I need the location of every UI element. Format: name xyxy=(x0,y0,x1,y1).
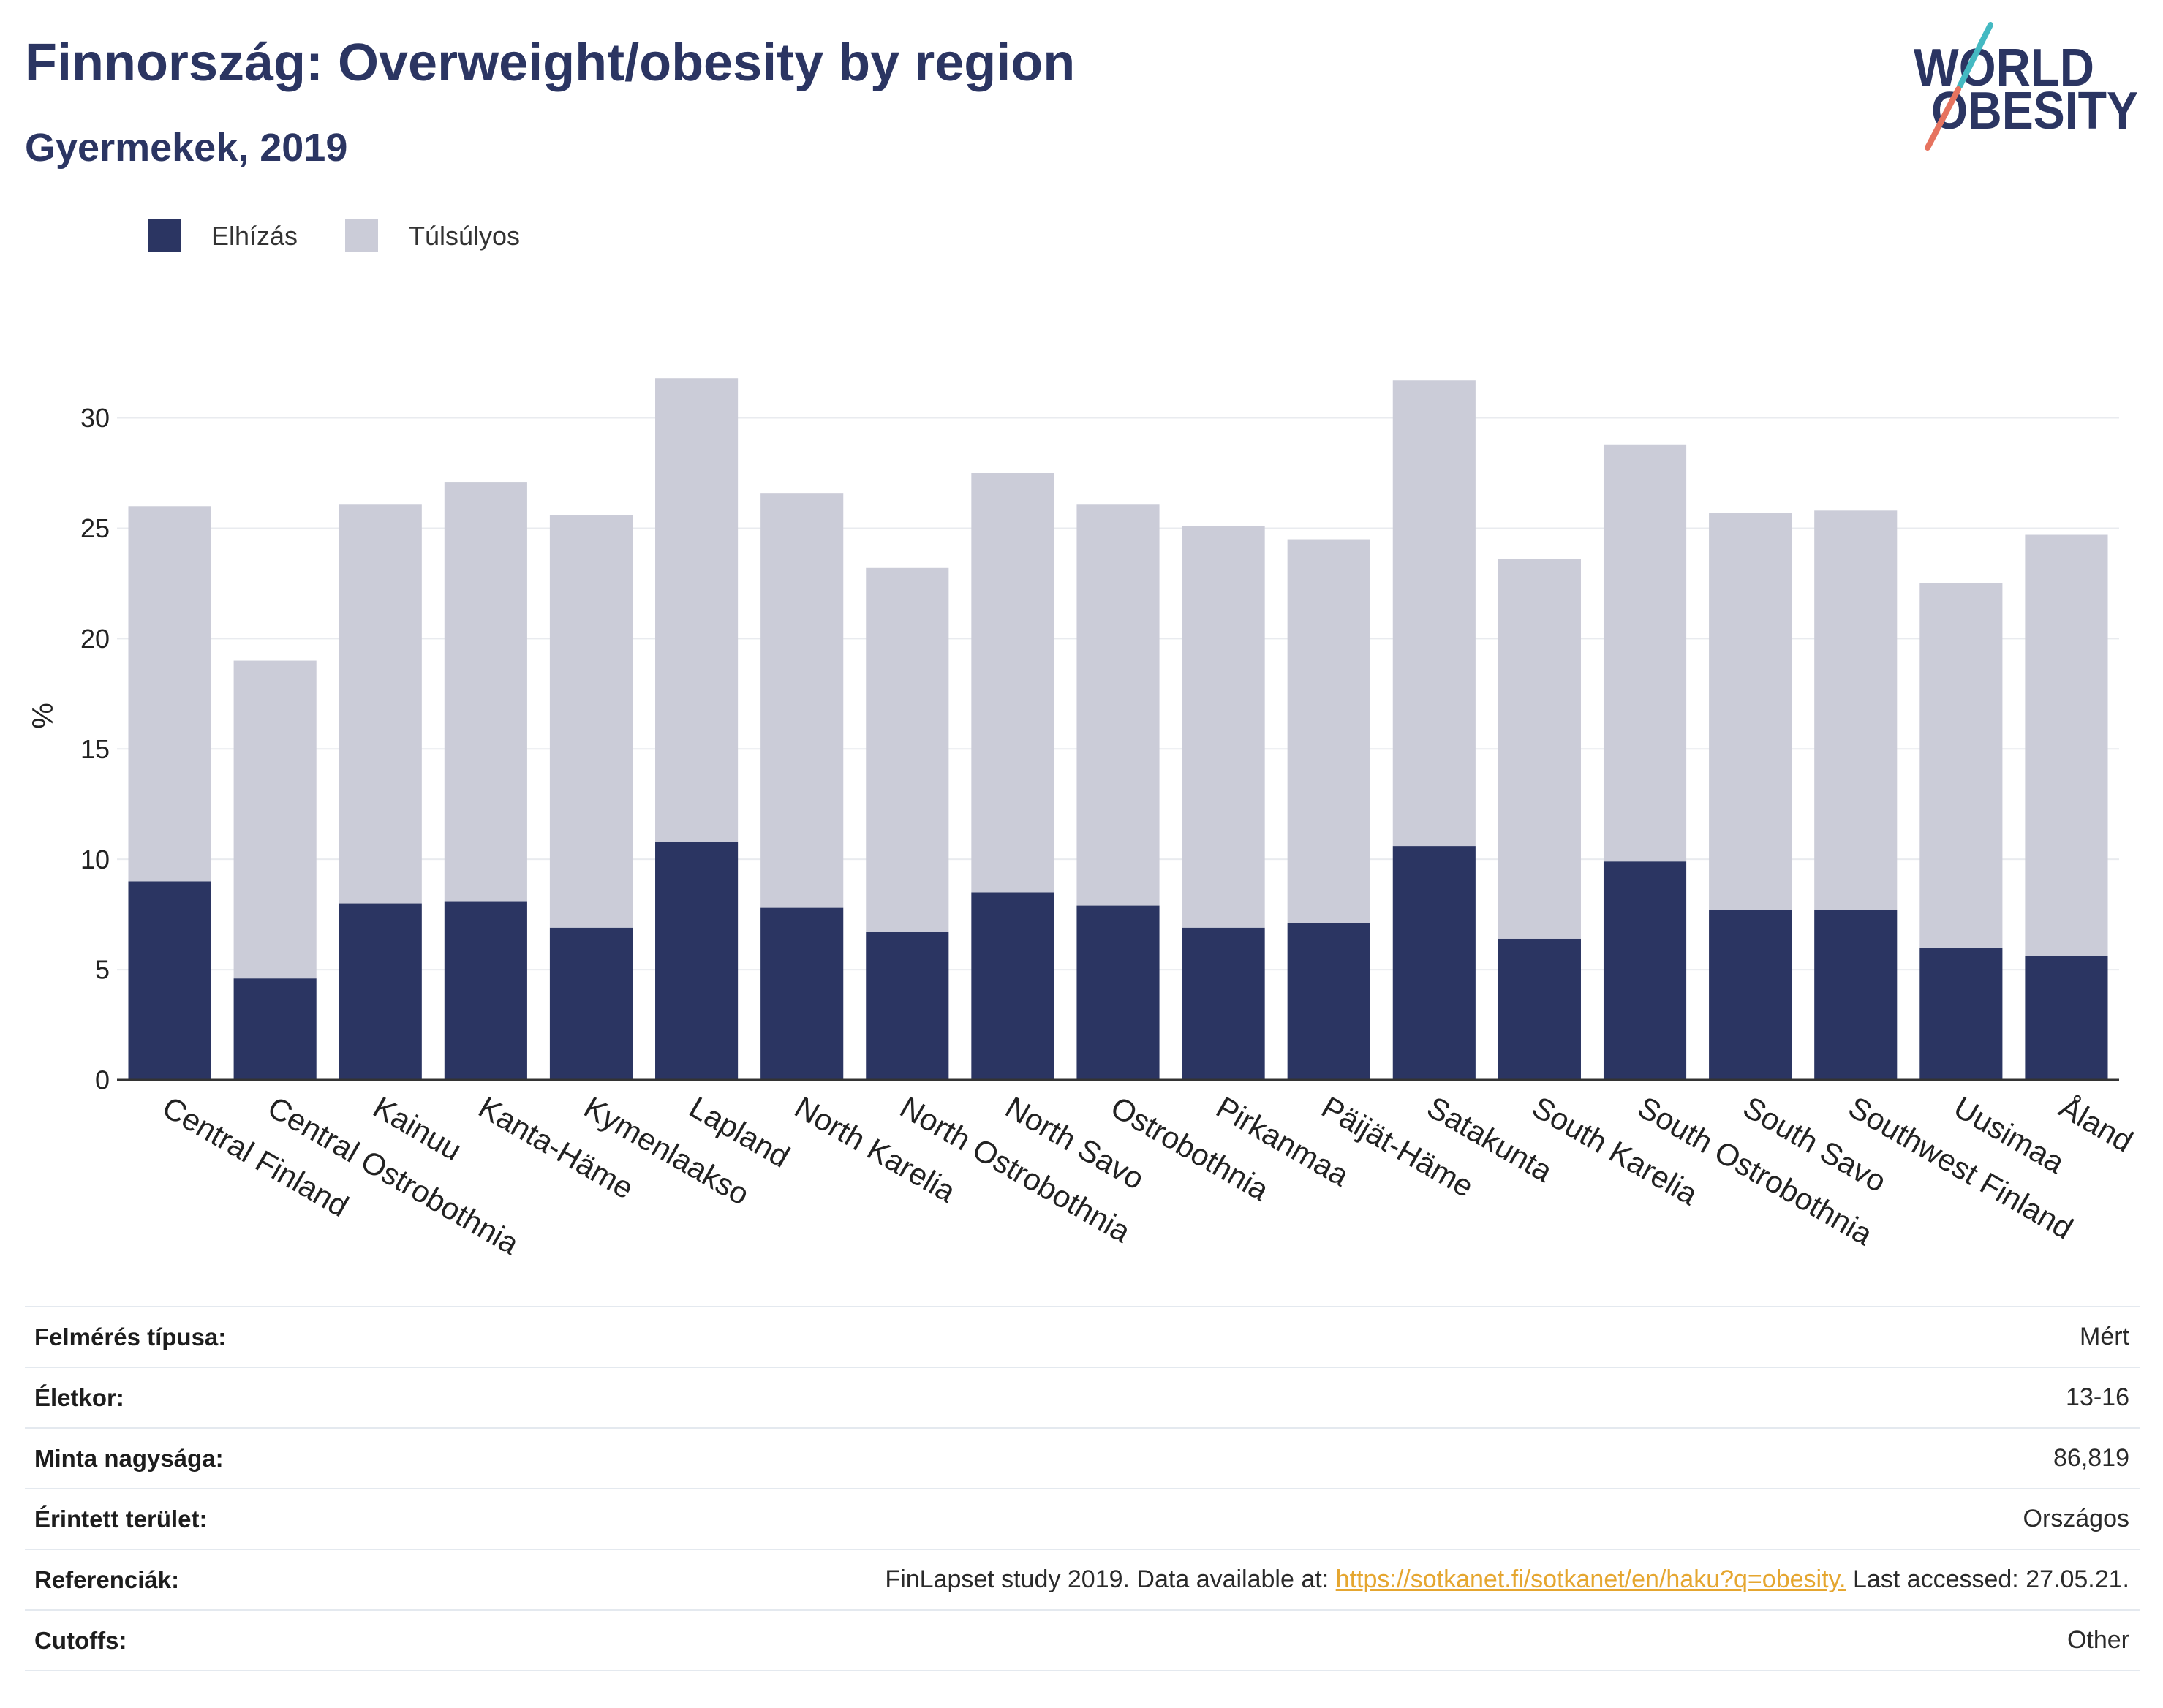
bar-elhizas-kanta-hame xyxy=(444,901,527,1080)
bar-elhizas-north-ostrobothnia xyxy=(866,932,949,1080)
logo-slash-teal xyxy=(1957,22,1993,89)
legend-swatch-elhizas xyxy=(148,219,181,252)
legend-swatch-tulsulyos xyxy=(345,219,378,252)
reference-text: FinLapset study 2019. Data available at: xyxy=(885,1565,1329,1593)
y-tick-label-10: 10 xyxy=(80,844,110,874)
bar-elhizas-aland xyxy=(2025,956,2108,1080)
y-tick-label-30: 30 xyxy=(80,403,110,433)
bar-elhizas-satakunta xyxy=(1392,846,1476,1080)
bar-elhizas-central-finland xyxy=(128,881,211,1080)
info-label-sample-size: Minta nagysága: xyxy=(34,1444,224,1472)
world-obesity-logo: WORLD OBESITY xyxy=(1914,22,2138,151)
legend-label-tulsulyos: Túlsúlyos xyxy=(409,221,521,251)
info-row-area-covered: Érintett terület: Országos xyxy=(25,1489,2140,1550)
x-tick-label-central-finland: Central Finland xyxy=(156,1089,354,1223)
info-row-references: Referenciák: FinLapset study 2019. Data … xyxy=(25,1550,2140,1611)
bar-elhizas-paijat-hame xyxy=(1287,923,1370,1080)
bar-elhizas-southwest-finland xyxy=(1814,910,1898,1080)
bar-elhizas-ostrobothnia xyxy=(1076,905,1160,1080)
bar-tulsulyos-north-karelia xyxy=(760,493,844,908)
bar-tulsulyos-kainuu xyxy=(339,504,422,904)
bar-tulsulyos-south-karelia xyxy=(1498,559,1581,939)
info-value-area-covered: Országos xyxy=(2023,1505,2130,1533)
y-tick-label-25: 25 xyxy=(80,513,110,543)
bar-elhizas-central-ostrobothnia xyxy=(233,978,317,1080)
bar-tulsulyos-paijat-hame xyxy=(1287,539,1370,923)
info-value-sample-size: 86,819 xyxy=(2053,1444,2129,1472)
y-tick-label-15: 15 xyxy=(80,734,110,764)
bar-tulsulyos-kymenlaakso xyxy=(549,515,633,928)
bar-elhizas-kymenlaakso xyxy=(549,927,633,1080)
bar-tulsulyos-ostrobothnia xyxy=(1076,504,1160,906)
info-label-age: Életkor: xyxy=(34,1383,124,1411)
logo-slash-salmon xyxy=(1925,86,1961,151)
bar-elhizas-south-savo xyxy=(1709,910,1792,1080)
survey-info-table: Felmérés típusa: Mért Életkor: 13-16 Min… xyxy=(25,1306,2140,1671)
info-row-age: Életkor: 13-16 xyxy=(25,1368,2140,1429)
bar-tulsulyos-uusimaa xyxy=(1919,583,2003,948)
bar-tulsulyos-satakunta xyxy=(1392,380,1476,847)
reference-access-date: Last accessed: 27.05.21. xyxy=(1852,1565,2129,1593)
info-label-survey-type: Felmérés típusa: xyxy=(34,1323,227,1350)
chart-title: Finnország: Overweight/obesity by region xyxy=(25,34,1076,92)
y-tick-label-20: 20 xyxy=(80,624,110,654)
y-axis-tick-labels: 0 5 10 15 20 25 30 xyxy=(80,403,110,1095)
info-value-references: FinLapset study 2019. Data available at:… xyxy=(885,1565,2129,1594)
info-value-cutoffs: Other xyxy=(2066,1626,2129,1654)
reference-link[interactable]: https://sotkanet.fi/sotkanet/en/haku?q=o… xyxy=(1335,1565,1846,1593)
info-label-cutoffs: Cutoffs: xyxy=(34,1626,127,1654)
info-row-survey-type: Felmérés típusa: Mért xyxy=(25,1307,2140,1368)
legend-label-elhizas: Elhízás xyxy=(211,221,298,251)
bar-tulsulyos-aland xyxy=(2025,534,2108,956)
y-tick-label-5: 5 xyxy=(95,955,110,985)
bar-tulsulyos-southwest-finland xyxy=(1814,510,1898,910)
bars xyxy=(128,378,2108,1080)
bar-elhizas-lapland xyxy=(655,842,739,1080)
y-axis-label: % xyxy=(27,703,59,729)
bar-tulsulyos-north-ostrobothnia xyxy=(866,567,949,932)
y-tick-label-0: 0 xyxy=(95,1065,110,1095)
info-value-age: 13-16 xyxy=(2066,1383,2129,1411)
bar-elhizas-pirkanmaa xyxy=(1182,927,1265,1080)
info-value-survey-type: Mért xyxy=(2080,1323,2129,1350)
bar-tulsulyos-south-savo xyxy=(1709,513,1792,910)
bar-elhizas-uusimaa xyxy=(1919,947,2003,1080)
info-label-references: Referenciák: xyxy=(34,1565,180,1593)
bar-tulsulyos-south-ostrobothnia xyxy=(1603,444,1687,862)
bar-elhizas-south-karelia xyxy=(1498,938,1581,1080)
bar-tulsulyos-north-savo xyxy=(971,473,1054,893)
logo-word-obesity: OBESITY xyxy=(1931,82,2138,140)
bar-tulsulyos-central-finland xyxy=(128,506,211,882)
info-label-area-covered: Érintett terület: xyxy=(34,1505,208,1533)
bar-elhizas-kainuu xyxy=(339,903,422,1080)
logo-word-world: WORLD xyxy=(1914,39,2094,97)
bar-tulsulyos-kanta-hame xyxy=(444,482,527,902)
info-row-sample-size: Minta nagysága: 86,819 xyxy=(25,1429,2140,1489)
bar-tulsulyos-pirkanmaa xyxy=(1182,526,1265,928)
legend-item-tulsulyos[interactable]: Túlsúlyos xyxy=(345,219,520,252)
bar-tulsulyos-lapland xyxy=(655,378,739,842)
bar-tulsulyos-central-ostrobothnia xyxy=(233,660,317,979)
legend-item-elhizas[interactable]: Elhízás xyxy=(148,219,298,252)
chart-subtitle: Gyermekek, 2019 xyxy=(25,126,348,170)
info-row-cutoffs: Cutoffs: Other xyxy=(25,1611,2140,1671)
bar-elhizas-south-ostrobothnia xyxy=(1603,861,1687,1080)
bar-elhizas-north-savo xyxy=(971,892,1054,1080)
bar-elhizas-north-karelia xyxy=(760,907,844,1080)
